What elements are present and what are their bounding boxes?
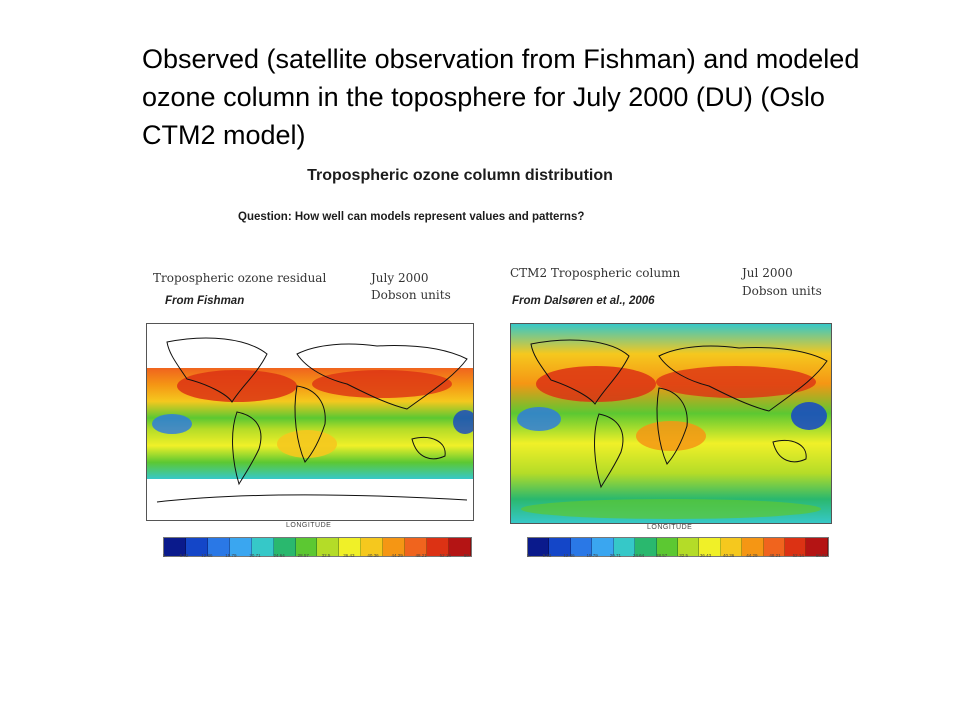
colorbar-swatch (656, 538, 678, 556)
left-map-svg (147, 337, 473, 503)
colorbar-swatch (251, 538, 274, 556)
figure-title-text: Tropospheric ozone column distribution (307, 167, 613, 184)
left-xaxis-label: LONGITUDE (286, 522, 332, 529)
colorbar-tick-label: 20.71 (609, 553, 621, 558)
colorbar-tick-label: 32.5 (679, 553, 688, 558)
colorbar-tick-label: 5. (163, 553, 167, 558)
colorbar-swatch (806, 538, 828, 556)
colorbar-swatch (763, 538, 786, 556)
left-hotspot-eurasia (312, 370, 452, 398)
colorbar-tick-label: 15.79 (586, 553, 598, 558)
colorbar-tick-label: 36.43 (343, 553, 355, 558)
colorbar-swatch (229, 538, 252, 556)
colorbar-swatch (207, 538, 230, 556)
colorbar-tick-label: 24.64 (273, 553, 285, 558)
left-ozone-map (146, 323, 474, 521)
right-panel-source: From Dalsøren et al., 2006 (512, 295, 655, 307)
colorbar-tick-label: 48.21 (415, 553, 427, 558)
colorbar-tick-label: 60. (463, 553, 470, 558)
colorbar-tick-label: 48.21 (769, 553, 781, 558)
colorbar-swatch (699, 538, 721, 556)
right-hotspot-eurasia (656, 366, 816, 398)
figure-title: Tropospheric ozone column distribution (0, 167, 960, 185)
colorbar-tick-label: 15.79 (225, 553, 237, 558)
right-xaxis-label: LONGITUDE (647, 524, 693, 531)
colorbar-swatch (427, 538, 449, 556)
colorbar-tick-label: 44.29 (746, 553, 758, 558)
colorbar-swatch (164, 538, 186, 556)
right-low-pacific (517, 407, 561, 431)
colorbar-tick-label: 52.14 (792, 553, 804, 558)
colorbar-tick-label: 44.29 (391, 553, 403, 558)
right-colorbar (527, 537, 829, 557)
left-panel-units: Dobson units (371, 288, 451, 302)
left-coastlines (156, 337, 468, 503)
colorbar-swatch (528, 538, 550, 556)
colorbar-tick-label: 32.5 (321, 553, 331, 558)
colorbar-swatch (339, 538, 362, 556)
right-colorbar-ticks: 5. 9.93 12.86 15.79 20.71 24.64 28.57 32.5 36.43… (527, 553, 827, 558)
colorbar-swatch (742, 538, 764, 556)
right-southern-band (521, 499, 821, 519)
colorbar-tick-label: 40.36 (723, 553, 735, 558)
colorbar-swatch (317, 538, 340, 556)
left-colorbar (163, 537, 472, 557)
left-low-pacific (152, 414, 192, 434)
colorbar-swatch (295, 538, 318, 556)
figure-question: Question: How well can models represent … (238, 211, 585, 223)
slide-title: Observed (satellite observation from Fis… (142, 44, 860, 150)
right-hotspot-atlantic (636, 421, 706, 451)
colorbar-tick-label: 12.86 (563, 553, 575, 558)
colorbar-tick-label: 60.62 (815, 553, 827, 558)
right-map-svg (511, 324, 831, 523)
colorbar-tick-label: 40.36 (367, 553, 379, 558)
left-colorbar-ticks: 5. 6.92 12.86 15.79 20.71 24.64 28.57 32.5 36.43… (163, 553, 470, 558)
colorbar-tick-label: 9.93 (542, 553, 552, 558)
left-hotspot-atlantic (277, 430, 337, 458)
colorbar-swatch (448, 538, 471, 556)
right-coastlines (530, 339, 828, 489)
colorbar-swatch (785, 538, 807, 556)
colorbar-tick-label: 20.71 (249, 553, 261, 558)
colorbar-tick-label: 24.64 (632, 553, 645, 558)
colorbar-swatch (592, 538, 614, 556)
left-panel-source: From Fishman (165, 295, 245, 307)
colorbar-tick-label: 28.57 (297, 553, 309, 558)
colorbar-tick-label: 12.86 (201, 553, 213, 558)
right-low-warmpool (791, 402, 827, 430)
left-low-warmpool (453, 410, 473, 434)
right-hotspot-na (536, 366, 656, 402)
left-panel-label: Tropospheric ozone residual (153, 271, 327, 285)
colorbar-tick-label: 5. (527, 553, 531, 558)
colorbar-swatch (570, 538, 593, 556)
right-panel-units: Dobson units (742, 284, 822, 298)
colorbar-swatch (720, 538, 743, 556)
right-panel-label: CTM2 Tropospheric column (510, 266, 681, 280)
left-hotspot-na (177, 370, 297, 402)
colorbar-swatch (383, 538, 406, 556)
colorbar-swatch (549, 538, 571, 556)
colorbar-swatch (613, 538, 636, 556)
colorbar-swatch (677, 538, 700, 556)
left-panel-date: July 2000 (371, 271, 429, 285)
colorbar-swatch (405, 538, 428, 556)
colorbar-tick-label: 6.92 (179, 553, 189, 558)
colorbar-swatch (635, 538, 657, 556)
colorbar-tick-label: 36.43 (699, 553, 712, 558)
colorbar-swatch (361, 538, 384, 556)
colorbar-tick-label: 52.14 (439, 553, 451, 558)
colorbar-swatch (273, 538, 296, 556)
right-ozone-map (510, 323, 832, 524)
colorbar-tick-label: 28.57 (656, 553, 668, 558)
right-panel-date: Jul 2000 (742, 266, 793, 280)
colorbar-swatch (185, 538, 208, 556)
